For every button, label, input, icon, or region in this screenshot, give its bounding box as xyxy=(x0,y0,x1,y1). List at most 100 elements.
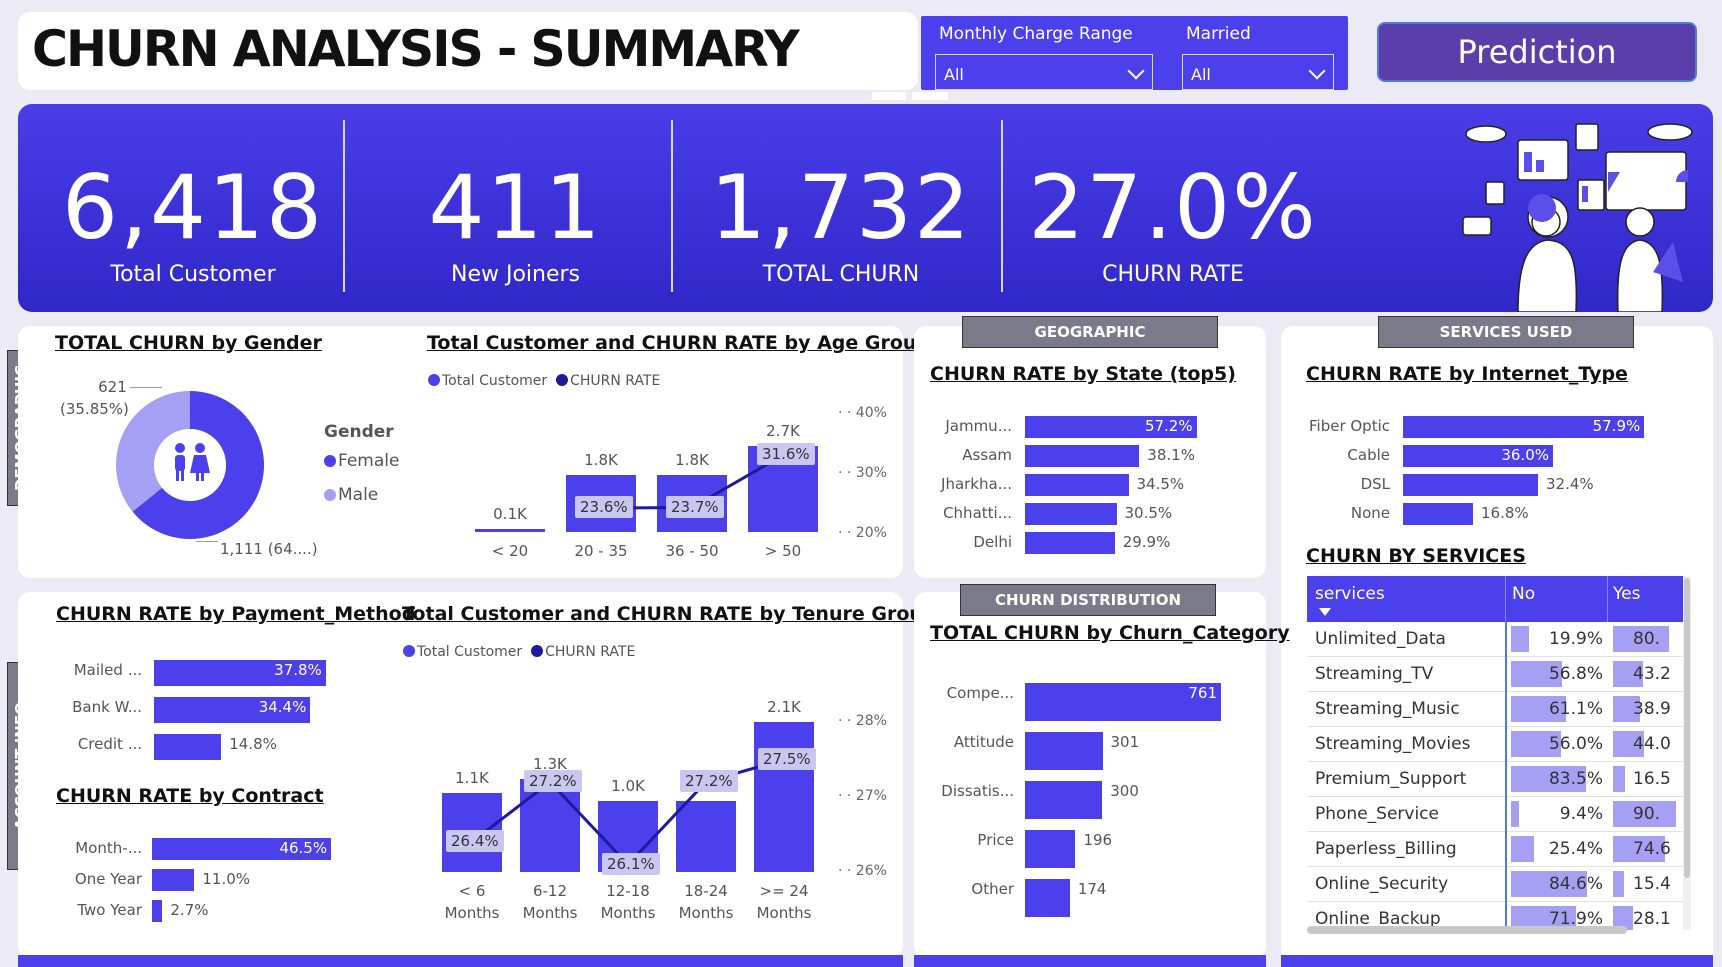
title-card: CHURN ANALYSIS - SUMMARY xyxy=(18,12,918,90)
bar-category-label: Delhi xyxy=(920,533,1012,551)
yes-bar xyxy=(1613,766,1625,792)
chart-title-churn-category: TOTAL CHURN by Churn_Category xyxy=(930,622,1290,644)
bar-value-label: 301 xyxy=(1111,733,1163,751)
kpi-value: 6,418 xyxy=(38,156,348,259)
bar[interactable] xyxy=(1025,879,1070,917)
bar-value-label: 30.5% xyxy=(1125,504,1177,522)
x-tick-line: Months xyxy=(739,902,829,924)
x-tick-line: Months xyxy=(427,902,517,924)
yes-value: 80. xyxy=(1633,629,1660,649)
chart-title-gender: TOTAL CHURN by Gender xyxy=(55,332,322,354)
yes-value: 74.6 xyxy=(1633,839,1671,859)
column-header-services[interactable]: services xyxy=(1315,584,1385,604)
bar-category-label: Month-... xyxy=(60,839,142,857)
chart-title-tenure: Total Customer and CHURN RATE by Tenure … xyxy=(402,603,937,625)
bar[interactable] xyxy=(1025,532,1115,554)
bar-value-label: 2.7K xyxy=(738,422,828,440)
prediction-button[interactable]: Prediction xyxy=(1377,22,1697,82)
bar[interactable] xyxy=(1025,445,1139,467)
service-name: Streaming_TV xyxy=(1315,664,1433,684)
x-tick-line: >= 24 xyxy=(739,880,829,902)
bar-value-label: 0.1K xyxy=(465,505,555,523)
filter-label-monthly-charge: Monthly Charge Range xyxy=(939,24,1133,44)
label-line: (35.85%) xyxy=(60,398,129,420)
monthly-charge-dropdown[interactable]: All xyxy=(935,54,1153,90)
chart-title-state: CHURN RATE by State (top5) xyxy=(930,363,1236,385)
kpi-label: TOTAL CHURN xyxy=(686,262,996,287)
yes-value: 38.9 xyxy=(1633,699,1671,719)
scrollbar-thumb[interactable] xyxy=(1684,578,1690,878)
service-name: Streaming_Music xyxy=(1315,699,1460,719)
legend-label: Total Customer xyxy=(417,644,522,660)
bar[interactable] xyxy=(676,801,736,872)
horizontal-scrollbar[interactable] xyxy=(1307,926,1627,934)
bar[interactable] xyxy=(1025,732,1103,770)
x-tick-line: 6-12 xyxy=(505,880,595,902)
table-row[interactable]: Phone_Service 9.4% 90. xyxy=(1307,797,1683,832)
bar-value-label: 2.7% xyxy=(170,901,222,919)
sort-down-icon[interactable] xyxy=(1319,608,1331,616)
line-value-label: 27.2% xyxy=(680,770,738,792)
legend-dot xyxy=(531,645,543,657)
yes-value: 16.5 xyxy=(1633,769,1671,789)
bar-value-label: 32.4% xyxy=(1546,475,1598,493)
column-header-no[interactable]: No xyxy=(1512,584,1535,604)
bar-value-label: 29.9% xyxy=(1123,533,1175,551)
monthly-charge-value: All xyxy=(944,65,964,84)
table-row[interactable]: Streaming_Movies 56.0% 44.0 xyxy=(1307,727,1683,762)
legend-dot xyxy=(324,489,336,501)
x-tick-label: < 20 xyxy=(460,540,560,562)
bar[interactable] xyxy=(154,734,221,760)
no-value: 9.4% xyxy=(1537,804,1603,824)
married-dropdown[interactable]: All xyxy=(1182,54,1334,90)
table-row[interactable]: Online_Security 84.6% 15.4 xyxy=(1307,867,1683,902)
table-row[interactable]: Unlimited_Data 19.9% 80. xyxy=(1307,622,1683,657)
tab-geographic[interactable]: GEOGRAPHIC xyxy=(962,316,1218,348)
bar[interactable] xyxy=(1025,474,1129,496)
yes-bar xyxy=(1613,871,1624,897)
chart-title-services: CHURN BY SERVICES xyxy=(1306,545,1526,567)
table-header: services No Yes xyxy=(1307,576,1683,622)
bar[interactable] xyxy=(475,529,545,532)
label-line: 621 xyxy=(96,376,129,398)
column-header-yes[interactable]: Yes xyxy=(1613,584,1640,604)
bar-category-label: One Year xyxy=(60,870,142,888)
table-row[interactable]: Streaming_TV 56.8% 43.2 xyxy=(1307,657,1683,692)
bar[interactable] xyxy=(1403,474,1538,496)
x-tick-label: 12-18 Months xyxy=(583,880,673,924)
bar-category-label: Bank W... xyxy=(60,698,142,716)
no-value: 83.5% xyxy=(1537,769,1603,789)
bar-category-label: None xyxy=(1290,504,1390,522)
bar-value-label: 196 xyxy=(1083,831,1135,849)
bar[interactable] xyxy=(1025,503,1117,525)
legend-dot xyxy=(428,374,440,386)
tab-churn-distribution[interactable]: CHURN DISTRIBUTION xyxy=(960,584,1216,616)
bar[interactable] xyxy=(1025,830,1075,868)
leader-line xyxy=(130,387,162,388)
bar[interactable] xyxy=(754,722,814,872)
yes-value: 43.2 xyxy=(1633,664,1671,684)
bottom-strip xyxy=(1281,955,1713,967)
legend-label: CHURN RATE xyxy=(570,373,660,389)
table-row[interactable]: Streaming_Music 61.1% 38.9 xyxy=(1307,692,1683,727)
table-row[interactable]: Premium_Support 83.5% 16.5 xyxy=(1307,762,1683,797)
filter-label-married: Married xyxy=(1186,24,1251,44)
line-value-label: 23.7% xyxy=(666,496,724,518)
tab-services-used[interactable]: SERVICES USED xyxy=(1378,316,1634,348)
y2-tick-label: · · 26% xyxy=(838,863,887,879)
bar-value-label: 37.8% xyxy=(270,661,322,679)
bar[interactable] xyxy=(1403,503,1473,525)
service-name: Paperless_Billing xyxy=(1315,839,1457,859)
bar[interactable] xyxy=(1025,781,1102,819)
kpi-total-customer: 6,418 Total Customer xyxy=(38,104,348,312)
x-tick-line: Months xyxy=(583,902,673,924)
bar[interactable] xyxy=(152,900,162,922)
bar[interactable] xyxy=(152,869,194,891)
bar-category-label: Compe... xyxy=(930,684,1014,702)
bar[interactable] xyxy=(520,779,580,872)
y2-tick-label: · · 20% xyxy=(838,525,887,541)
gender-donut-chart xyxy=(110,385,270,545)
vertical-scrollbar[interactable] xyxy=(1683,576,1691,930)
table-row[interactable]: Paperless_Billing 25.4% 74.6 xyxy=(1307,832,1683,867)
chart-title-age-group: Total Customer and CHURN RATE by Age Gro… xyxy=(427,332,930,354)
